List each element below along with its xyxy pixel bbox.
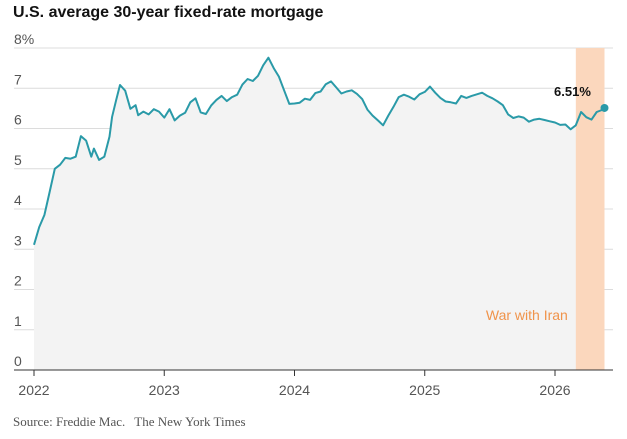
x-tick-label: 2023 [149,382,180,398]
y-tick-label: 6 [14,112,22,128]
y-tick-label: 1 [14,313,22,329]
series-line-layer [33,56,609,246]
x-tick-label: 2025 [409,382,440,398]
x-axis: 2022 2023 2024 2025 2026 [14,369,613,398]
area-fill [34,57,605,370]
chart-labels: War with Iran 6.51% [486,84,591,323]
shaded-area-under-line [575,108,605,370]
chart-title: U.S. average 30-year fixed-rate mortgage [13,4,324,21]
x-tick-label: 2026 [539,382,570,398]
series-line [33,56,606,246]
y-tick-label: 8% [14,31,34,47]
y-tick-label: 3 [14,232,22,248]
source-label: Source: Freddie Mac. [13,414,126,429]
last-value-label: 6.51% [554,84,591,99]
area-under-line [34,57,605,370]
y-tick-label: 4 [14,192,22,208]
x-tick-label: 2024 [279,382,310,398]
x-tick-label: 2022 [18,382,49,398]
publisher-label: The New York Times [134,414,246,429]
y-tick-label: 2 [14,273,22,289]
source-note: Source: Freddie Mac. The New York Times [13,414,252,430]
shaded-region-label: War with Iran [486,307,568,323]
y-tick-label: 0 [14,353,22,369]
y-tick-label: 7 [14,71,22,87]
y-tick-label: 5 [14,152,22,168]
last-point-marker [600,103,609,112]
